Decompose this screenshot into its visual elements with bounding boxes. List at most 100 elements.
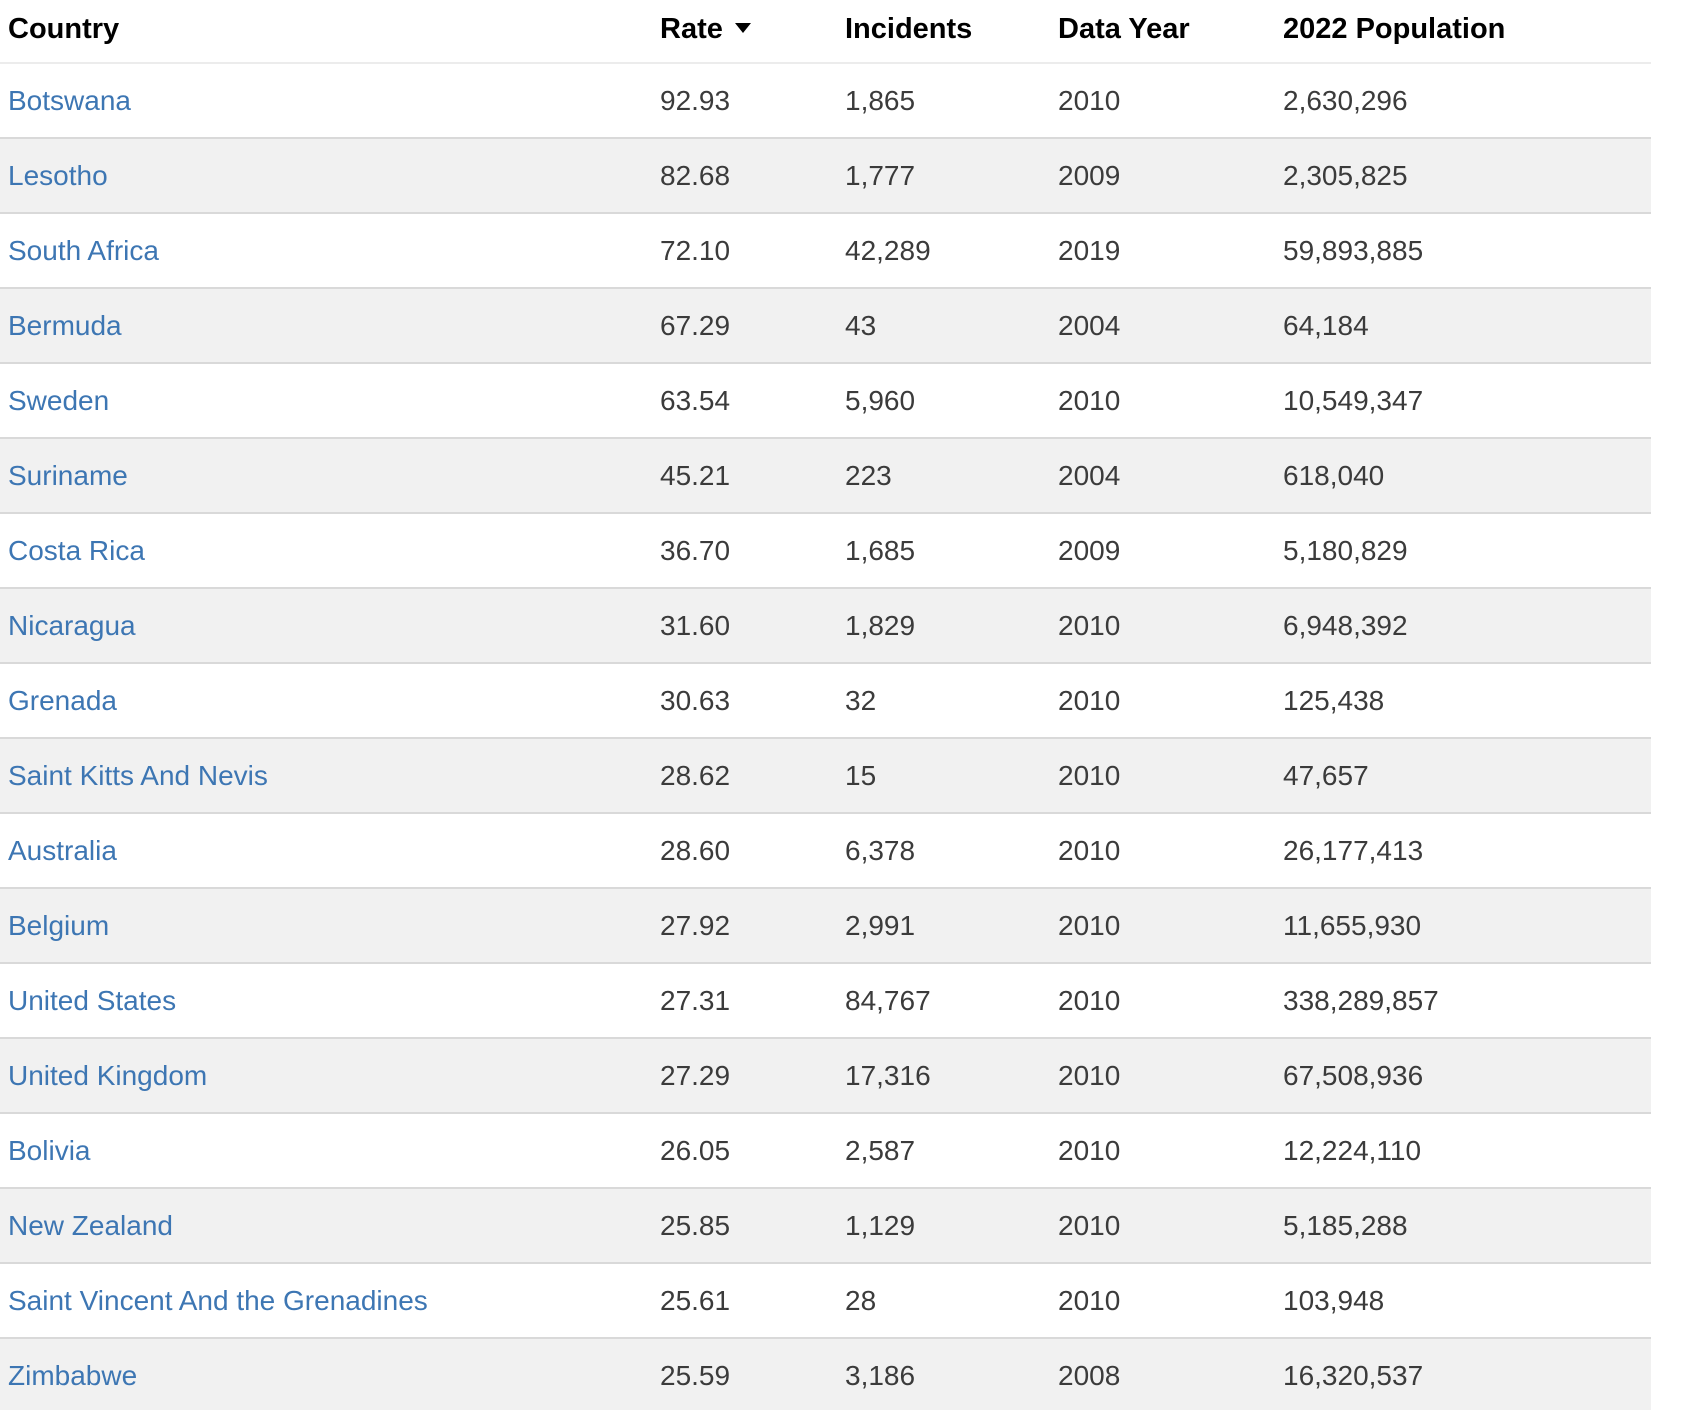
table-row: Lesotho 82.68 1,777 2009 2,305,825 (0, 138, 1651, 213)
table-header: Country Rate Incidents Data Year 2022 Po… (0, 0, 1651, 64)
cell-country: Sweden (0, 363, 652, 438)
cell-data_year: 2010 (1058, 85, 1121, 116)
country-link[interactable]: Lesotho (8, 160, 108, 191)
cell-incidents: 1,777 (845, 160, 916, 191)
cell-data_year: 2009 (1058, 535, 1121, 566)
table-row: Nicaragua 31.60 1,829 2010 6,948,392 (0, 588, 1651, 663)
cell-data_year: 2010 (1058, 835, 1121, 866)
cell-population_2022: 5,185,288 (1283, 1210, 1408, 1241)
cell-incidents: 3,186 (845, 1360, 916, 1391)
cell-population_2022: 6,948,392 (1283, 610, 1408, 641)
cell-country: Nicaragua (0, 588, 652, 663)
cell-country: Saint Vincent And the Grenadines (0, 1263, 652, 1338)
cell-data_year: 2010 (1058, 1060, 1121, 1091)
cell-country: Lesotho (0, 138, 652, 213)
cell-rate: 31.60 (660, 610, 731, 641)
cell-country: Belgium (0, 888, 652, 963)
cell-population_2022: 338,289,857 (1283, 985, 1439, 1016)
country-link[interactable]: New Zealand (8, 1210, 173, 1241)
table-row: Botswana 92.93 1,865 2010 2,630,296 (0, 63, 1651, 138)
table-row: Saint Kitts And Nevis 28.62 15 2010 47,657 (0, 738, 1651, 813)
column-header-data-year[interactable]: Data Year (1050, 0, 1275, 64)
cell-rate: 28.62 (660, 760, 731, 791)
cell-country: Australia (0, 813, 652, 888)
cell-incidents: 1,129 (845, 1210, 916, 1241)
cell-rate: 25.59 (660, 1360, 731, 1391)
cell-population_2022: 47,657 (1283, 760, 1369, 791)
column-header-2022-population[interactable]: 2022 Population (1275, 0, 1651, 64)
cell-incidents: 28 (845, 1285, 877, 1316)
table-row: Zimbabwe 25.59 3,186 2008 16,320,537 (0, 1338, 1651, 1410)
cell-data_year: 2010 (1058, 985, 1121, 1016)
country-link[interactable]: Belgium (8, 910, 110, 941)
table-row: New Zealand 25.85 1,129 2010 5,185,288 (0, 1188, 1651, 1263)
country-link[interactable]: Botswana (8, 85, 131, 116)
cell-rate: 36.70 (660, 535, 731, 566)
table-row: Saint Vincent And the Grenadines 25.61 28 2… (0, 1263, 1651, 1338)
sort-descending-caret-icon (734, 23, 751, 33)
cell-country: Suriname (0, 438, 652, 513)
country-link[interactable]: Bermuda (8, 310, 122, 341)
cell-population_2022: 12,224,110 (1283, 1135, 1422, 1166)
cell-rate: 92.93 (660, 85, 731, 116)
cell-population_2022: 67,508,936 (1283, 1060, 1424, 1091)
column-header-rate-label: Rate (660, 13, 723, 45)
country-link[interactable]: Saint Kitts And Nevis (8, 760, 268, 791)
table-row: Suriname 45.21 223 2004 618,040 (0, 438, 1651, 513)
column-header-incidents[interactable]: Incidents (837, 0, 1050, 64)
cell-data_year: 2004 (1058, 460, 1121, 491)
country-link[interactable]: Zimbabwe (8, 1360, 138, 1391)
cell-data_year: 2010 (1058, 1135, 1121, 1166)
country-link[interactable]: Grenada (8, 685, 117, 716)
cell-incidents: 15 (845, 760, 877, 791)
cell-data_year: 2010 (1058, 1210, 1121, 1241)
cell-data_year: 2010 (1058, 385, 1121, 416)
table-row: South Africa 72.10 42,289 2019 59,893,885 (0, 213, 1651, 288)
country-link[interactable]: Saint Vincent And the Grenadines (8, 1285, 428, 1316)
cell-country: Bermuda (0, 288, 652, 363)
country-link[interactable]: Nicaragua (8, 610, 136, 641)
country-link[interactable]: United Kingdom (8, 1060, 208, 1091)
cell-rate: 26.05 (660, 1135, 731, 1166)
cell-data_year: 2010 (1058, 1285, 1121, 1316)
cell-country: United States (0, 963, 652, 1038)
cell-population_2022: 64,184 (1283, 310, 1369, 341)
cell-country: Zimbabwe (0, 1338, 652, 1410)
cell-incidents: 1,829 (845, 610, 916, 641)
table-row: Sweden 63.54 5,960 2010 10,549,347 (0, 363, 1651, 438)
country-link[interactable]: Suriname (8, 460, 128, 491)
cell-country: Grenada (0, 663, 652, 738)
table-row: Grenada 30.63 32 2010 125,438 (0, 663, 1651, 738)
country-link[interactable]: South Africa (8, 235, 159, 266)
cell-incidents: 2,587 (845, 1135, 916, 1166)
column-header-rate[interactable]: Rate (652, 0, 837, 64)
cell-population_2022: 11,655,930 (1283, 910, 1422, 941)
cell-population_2022: 103,948 (1283, 1285, 1385, 1316)
column-header-country-label: Country (8, 13, 120, 45)
cell-rate: 27.29 (660, 1060, 731, 1091)
table-row: Australia 28.60 6,378 2010 26,177,413 (0, 813, 1651, 888)
table-row: United Kingdom 27.29 17,316 2010 67,508,936 (0, 1038, 1651, 1113)
cell-incidents: 43 (845, 310, 877, 341)
cell-rate: 63.54 (660, 385, 731, 416)
cell-country: United Kingdom (0, 1038, 652, 1113)
cell-country: Bolivia (0, 1113, 652, 1188)
column-header-incidents-label: Incidents (845, 13, 973, 45)
column-header-country[interactable]: Country (0, 0, 652, 64)
country-link[interactable]: Sweden (8, 385, 110, 416)
cell-incidents: 1,685 (845, 535, 916, 566)
cell-incidents: 32 (845, 685, 877, 716)
cell-rate: 82.68 (660, 160, 731, 191)
cell-data_year: 2004 (1058, 310, 1121, 341)
country-link[interactable]: Australia (8, 835, 117, 866)
country-link[interactable]: United States (8, 985, 177, 1016)
country-link[interactable]: Costa Rica (8, 535, 145, 566)
cell-incidents: 1,865 (845, 85, 916, 116)
cell-rate: 27.31 (660, 985, 731, 1016)
cell-rate: 25.61 (660, 1285, 731, 1316)
country-link[interactable]: Bolivia (8, 1135, 91, 1166)
cell-population_2022: 10,549,347 (1283, 385, 1424, 416)
table-row: Bermuda 67.29 43 2004 64,184 (0, 288, 1651, 363)
cell-population_2022: 59,893,885 (1283, 235, 1424, 266)
cell-incidents: 42,289 (845, 235, 931, 266)
